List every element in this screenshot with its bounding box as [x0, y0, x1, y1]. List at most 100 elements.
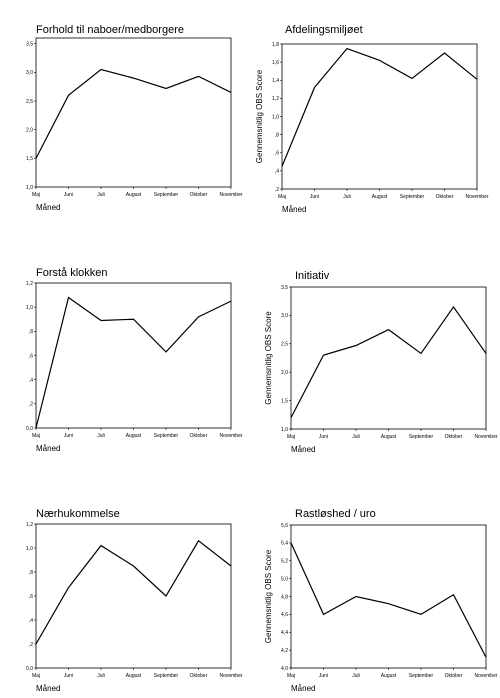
data-line [35, 296, 232, 429]
data-line [281, 47, 478, 167]
plot-frame [35, 523, 232, 669]
x-tick-label: Oktober [436, 194, 454, 200]
x-tick-label: Juli [352, 434, 360, 440]
y-tick-label: ,6 [29, 594, 33, 600]
y-tick-label: 1,0 [272, 114, 279, 120]
chart-title: Initiativ [295, 270, 330, 282]
y-tick-label: 1,2 [272, 96, 279, 102]
x-tick-label: Juni [64, 433, 73, 439]
data-line [290, 542, 487, 658]
y-tick-label: 3,5 [281, 285, 288, 291]
y-tick-label: 1,0 [281, 427, 288, 433]
x-tick-label: Maj [32, 192, 40, 198]
chart: 0,0 ,2 ,4 ,6 ,8 1,0 1,2 Maj Juni Juli August Septem… [26, 267, 243, 453]
x-tick-label: Juli [97, 192, 105, 198]
y-tick-label: 2,5 [281, 342, 288, 348]
chart-title: Nærhukommelse [36, 508, 120, 520]
data-line [35, 539, 232, 645]
y-tick-label: 0,0 [26, 426, 33, 432]
y-tick-label: 1,0 [26, 185, 33, 191]
y-tick-label: 4,0 [281, 666, 288, 672]
y-tick-label: ,4 [29, 618, 33, 624]
chart: 4,0 4,2 4,4 4,6 4,8 5,0 5,2 5,4 5,6 Maj Juni Juli Au… [264, 508, 498, 693]
x-tick-label: Juni [64, 192, 73, 198]
x-tick-label: August [372, 194, 388, 200]
x-tick-label: September [154, 433, 179, 439]
y-tick-label: 3,0 [26, 70, 33, 76]
x-tick-label: Juli [97, 433, 105, 439]
y-tick-label: 4,2 [281, 648, 288, 654]
plot-frame [290, 524, 487, 669]
x-axis-label: Måned [291, 445, 315, 454]
y-tick-label: ,2 [29, 402, 33, 408]
x-tick-label: Juni [319, 434, 328, 440]
y-tick-label: 2,5 [26, 99, 33, 105]
y-tick-label: 4,8 [281, 594, 288, 600]
x-tick-label: Maj [287, 434, 295, 440]
x-tick-label: August [381, 434, 397, 440]
plot-frame [35, 282, 232, 429]
y-tick-label: ,2 [275, 187, 279, 193]
x-axis-label: Måned [282, 205, 306, 214]
y-tick-label: ,6 [29, 353, 33, 359]
x-tick-label: Juni [310, 194, 319, 200]
x-tick-label: September [409, 673, 434, 679]
x-axis-label: Måned [36, 444, 60, 453]
y-tick-label: 1,4 [272, 78, 279, 84]
chart-title: Forhold til naboer/medborgere [36, 24, 184, 36]
x-tick-label: Maj [32, 433, 40, 439]
x-tick-label: August [126, 433, 142, 439]
chart: 1,0 1,5 2,0 2,5 3,0 3,5 Maj Juni Juli August Septe… [26, 24, 243, 212]
y-tick-label: 5,2 [281, 559, 288, 565]
y-tick-label: ,4 [275, 169, 279, 175]
y-tick-label: 2,0 [281, 370, 288, 376]
y-tick-label: 0,0 [26, 666, 33, 672]
y-tick-label: 1,0 [26, 546, 33, 552]
chart-title: Forstå klokken [36, 267, 108, 279]
y-tick-label: 1,0 [26, 305, 33, 311]
x-tick-label: August [126, 192, 142, 198]
x-axis-label: Måned [291, 684, 315, 693]
x-tick-label: November [219, 433, 242, 439]
x-tick-label: Oktober [190, 433, 208, 439]
x-tick-label: Oktober [190, 673, 208, 679]
y-axis-label: Gennemsnitlig OBS Score [255, 69, 264, 163]
x-tick-label: November [219, 192, 242, 198]
x-tick-label: September [409, 434, 434, 440]
x-tick-label: Maj [278, 194, 286, 200]
x-tick-label: Juli [97, 673, 105, 679]
x-tick-label: Oktober [445, 673, 463, 679]
x-tick-label: Maj [287, 673, 295, 679]
x-axis-label: Måned [36, 684, 60, 693]
x-tick-label: November [474, 434, 497, 440]
y-tick-label: ,8 [29, 570, 33, 576]
x-tick-label: November [465, 194, 488, 200]
chart: ,2 ,4 ,6 ,8 1,0 1,2 1,4 1,6 1,8 Maj Juni Juli August… [255, 24, 489, 214]
x-tick-label: September [154, 673, 179, 679]
x-tick-label: September [400, 194, 425, 200]
y-tick-label: ,4 [29, 377, 33, 383]
y-tick-label: 5,6 [281, 523, 288, 529]
x-tick-label: Juli [352, 673, 360, 679]
y-tick-label: ,6 [275, 151, 279, 157]
x-tick-label: Oktober [445, 434, 463, 440]
x-tick-label: August [381, 673, 397, 679]
y-axis-label: Gennemsnitlig OBS Score [264, 311, 273, 405]
y-tick-label: 1,6 [272, 60, 279, 66]
data-line [290, 305, 487, 418]
y-tick-label: ,2 [29, 642, 33, 648]
x-tick-label: Juli [343, 194, 351, 200]
x-tick-label: Oktober [190, 192, 208, 198]
y-tick-label: 1,5 [281, 398, 288, 404]
x-tick-label: Juni [319, 673, 328, 679]
plot-frame [35, 37, 232, 188]
x-tick-label: Juni [64, 673, 73, 679]
y-tick-label: 3,0 [281, 313, 288, 319]
y-tick-label: 4,6 [281, 612, 288, 618]
chart: 1,0 1,5 2,0 2,5 3,0 3,5 Maj Juni Juli August Septe… [264, 270, 498, 454]
y-tick-label: 2,0 [26, 127, 33, 133]
y-tick-label: 4,4 [281, 630, 288, 636]
x-axis-label: Måned [36, 203, 60, 212]
